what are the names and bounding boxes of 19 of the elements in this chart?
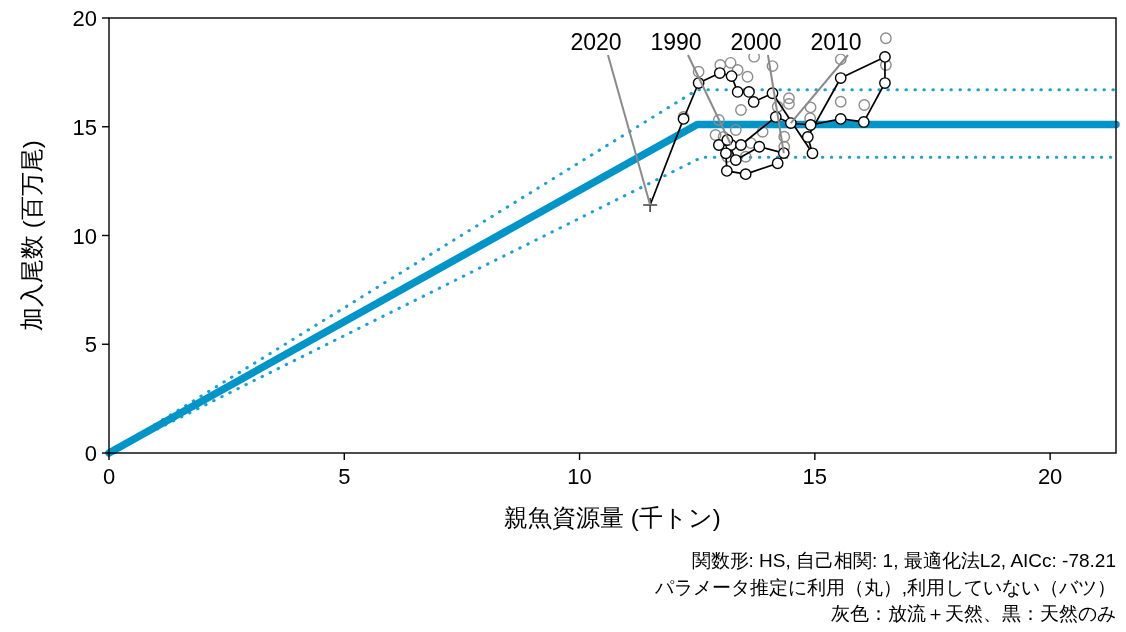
y-tick-label: 15 <box>72 114 97 140</box>
annotation: 2020 <box>570 29 622 55</box>
annotation: 2000 <box>730 29 782 55</box>
annotation: 2010 <box>810 29 862 55</box>
x-axis-title: 親魚資源量 (千トン) <box>504 504 721 531</box>
x-tick-label: 10 <box>567 464 592 489</box>
y-tick-label: 5 <box>84 332 97 358</box>
text: パラメータ推定に利用（丸）,利用していない（バツ） <box>653 576 1116 598</box>
x-tick-label: 20 <box>1037 464 1063 489</box>
y-tick-label: 20 <box>72 6 97 31</box>
x-tick-label: 0 <box>102 464 116 489</box>
y-tick-label: 0 <box>84 441 97 466</box>
x-tick-label: 15 <box>802 464 828 489</box>
y-axis-title: 加入尾数 (百万尾) <box>18 140 45 331</box>
x-tick-label: 5 <box>338 464 351 489</box>
text: 灰色：放流＋天然、黒：天然のみ <box>831 603 1116 624</box>
annotation: 1990 <box>650 29 702 55</box>
y-tick-label: 10 <box>72 223 97 249</box>
text: 関数形: HS, 自己相関: 1, 最適化法L2, AICc: -78.21 <box>691 550 1116 571</box>
